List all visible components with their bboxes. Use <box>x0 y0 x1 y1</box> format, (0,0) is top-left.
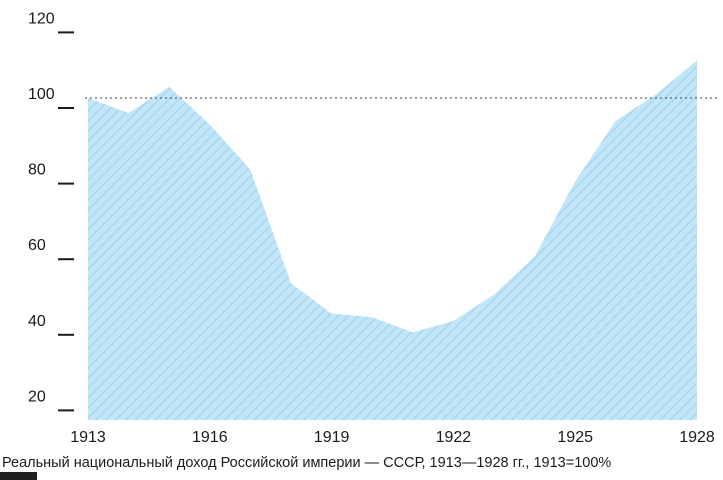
x-tick-label: 1928 <box>679 429 715 446</box>
chart-caption: Реальный национальный доход Российской и… <box>2 455 612 471</box>
y-tick-label: 100 <box>28 86 55 103</box>
x-tick-label: 1922 <box>436 429 472 446</box>
chart-canvas: 120 100 80 60 40 20 1913 1916 1919 1922 1925 1928 <box>28 10 719 446</box>
y-tick-label: 80 <box>28 162 46 179</box>
x-tick-label: 1919 <box>314 429 350 446</box>
x-tick-label: 1925 <box>557 429 593 446</box>
x-tick-label: 1913 <box>70 429 106 446</box>
y-tick-label: 40 <box>28 313 46 330</box>
y-tick-label: 120 <box>28 10 55 27</box>
x-tick-label: 1916 <box>192 429 228 446</box>
income-area-series <box>88 60 697 420</box>
y-tick-label: 60 <box>28 237 46 254</box>
national-income-area-chart: 120 100 80 60 40 20 1913 1916 1919 1922 1925 1928 <box>28 10 719 446</box>
bottom-left-bar <box>0 472 37 480</box>
y-tick-label: 20 <box>28 388 46 405</box>
